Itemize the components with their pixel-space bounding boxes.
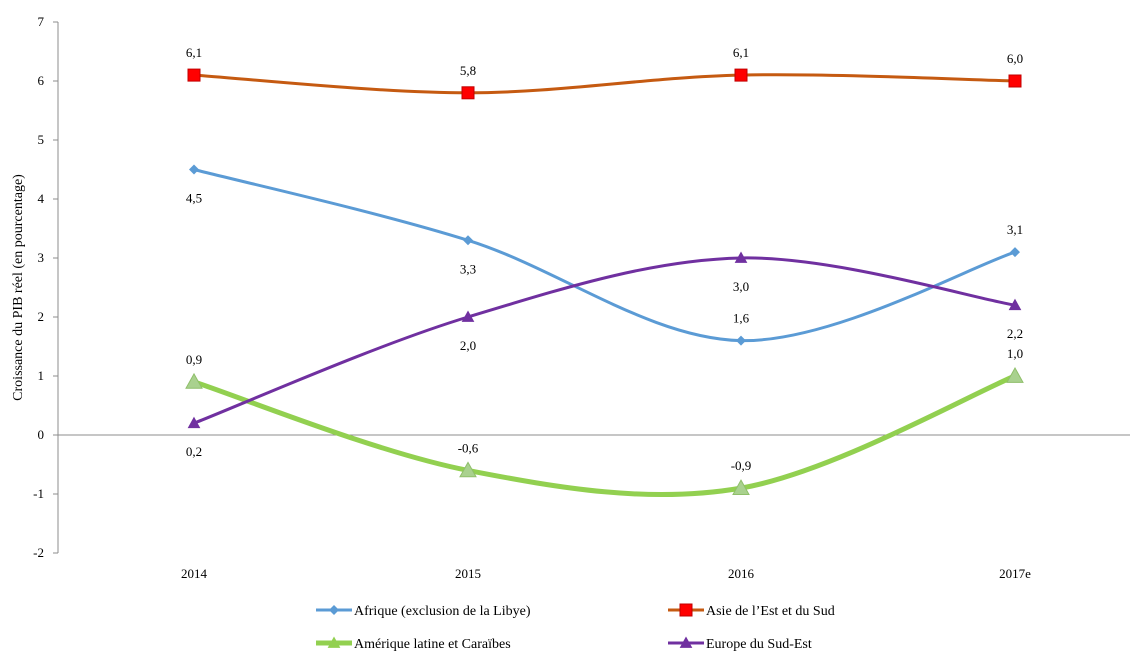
- marker-triangle: [1006, 366, 1024, 383]
- series-line: [192, 168, 1017, 343]
- marker-diamond: [189, 164, 199, 175]
- legend-label: Asie de l’Est et du Sud: [706, 604, 835, 619]
- marker-triangle: [187, 416, 201, 429]
- marker-triangle: [459, 461, 477, 478]
- marker-square: [461, 86, 475, 100]
- y-tick-label: 0: [38, 427, 45, 442]
- series-2: [185, 366, 1024, 498]
- marker-square: [1008, 74, 1022, 88]
- legend: Afrique (exclusion de la Libye) Asie de l…: [316, 603, 835, 652]
- data-label: 0,9: [186, 352, 202, 367]
- y-tick-label: 4: [38, 191, 45, 206]
- data-label: -0,6: [458, 440, 479, 455]
- data-label: 5,8: [460, 63, 476, 78]
- marker-square: [734, 68, 748, 82]
- data-label: 1,6: [733, 311, 750, 326]
- series-layer: [185, 68, 1024, 498]
- data-label: 0,2: [186, 444, 202, 459]
- data-label: 2,0: [460, 338, 476, 353]
- y-tick-label: 6: [38, 73, 45, 88]
- marker-diamond: [463, 235, 473, 246]
- data-label: 6,1: [733, 45, 749, 60]
- data-labels: 4,5 3,3 1,6 3,1 6,1 5,8 6,1 6,0 0,9 -0,6 -0,9 1,0 0,…: [186, 45, 1023, 473]
- data-label: 1,0: [1007, 346, 1023, 361]
- marker-diamond: [329, 605, 339, 615]
- marker-diamond: [1010, 247, 1020, 258]
- y-tick-label: 1: [38, 368, 45, 383]
- y-tick-label: 7: [38, 14, 45, 29]
- y-axis-title: Croissance du PIB réel (en pourcentage): [11, 174, 26, 401]
- x-tick-label: 2015: [455, 566, 481, 581]
- series-1: [187, 68, 1022, 100]
- y-tick-label: -1: [33, 486, 44, 501]
- data-label: 3,3: [460, 261, 476, 276]
- legend-item: Asie de l’Est et du Sud: [668, 603, 835, 619]
- marker-triangle: [679, 636, 693, 648]
- data-label: 3,1: [1007, 222, 1023, 237]
- data-label: 3,0: [733, 279, 749, 294]
- y-tick-label: 2: [38, 309, 45, 324]
- data-label: 6,0: [1007, 51, 1023, 66]
- series-0: [189, 164, 1020, 346]
- marker-triangle: [461, 310, 475, 322]
- legend-item: Amérique latine et Caraïbes: [316, 636, 511, 652]
- marker-square: [679, 603, 693, 617]
- marker-triangle: [732, 479, 750, 495]
- series-line: [192, 256, 1017, 425]
- series-line: [192, 73, 1017, 95]
- data-label: 6,1: [186, 45, 202, 60]
- legend-label: Afrique (exclusion de la Libye): [354, 604, 531, 619]
- data-label: 4,5: [186, 191, 202, 206]
- marker-triangle: [185, 372, 203, 389]
- y-tick-label: -2: [33, 545, 44, 560]
- x-tick-label: 2014: [181, 566, 208, 581]
- data-label: -0,9: [731, 458, 752, 473]
- x-tick-label: 2017e: [999, 566, 1031, 581]
- axes: -2 -1 0 1 2 3 4 5 6 7 2014 2015 2016 2017e Croissance …: [11, 14, 1130, 581]
- legend-item: Europe du Sud-Est: [668, 636, 812, 652]
- marker-triangle: [327, 636, 341, 648]
- series-line: [191, 373, 1018, 498]
- marker-triangle: [1008, 298, 1022, 311]
- series-3: [187, 251, 1022, 429]
- marker-diamond: [736, 335, 746, 346]
- legend-label: Europe du Sud-Est: [706, 637, 812, 652]
- marker-triangle: [734, 251, 748, 263]
- marker-square: [187, 68, 201, 82]
- legend-item: Afrique (exclusion de la Libye): [316, 604, 531, 619]
- data-label: 2,2: [1007, 326, 1023, 341]
- x-tick-label: 2016: [728, 566, 755, 581]
- y-tick-label: 5: [38, 132, 45, 147]
- legend-label: Amérique latine et Caraïbes: [354, 637, 511, 652]
- y-tick-label: 3: [38, 250, 45, 265]
